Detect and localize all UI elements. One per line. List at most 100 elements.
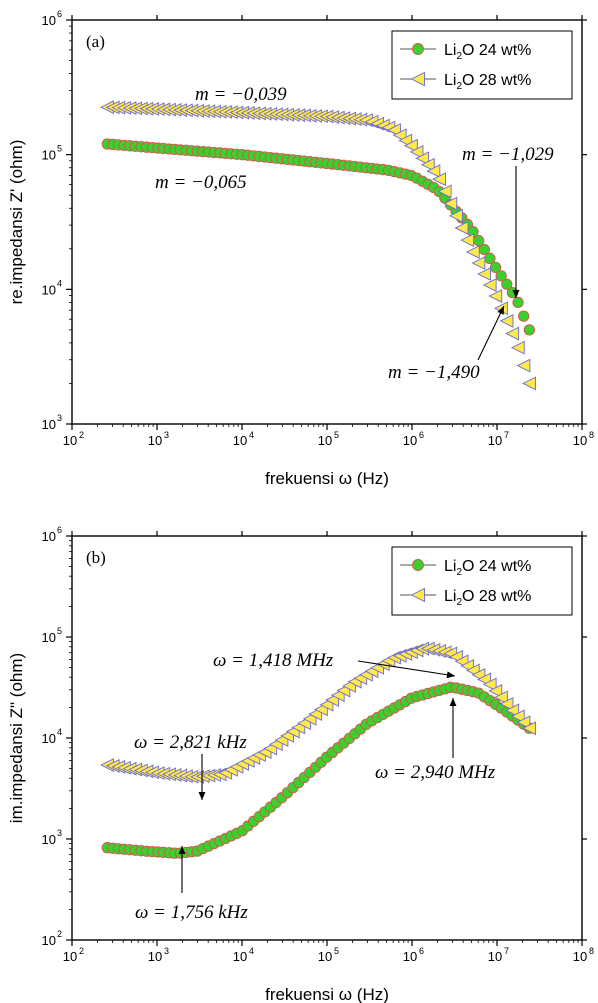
x-tick-label-exponent: 8 [589,946,594,956]
x-tick-label-exponent: 5 [334,430,339,440]
legend-marker [412,559,424,571]
x-axis-title: frekuensi ω (Hz) [265,985,389,1003]
x-tick-label: 10 [403,949,417,964]
data-point [522,376,536,391]
x-tick-label: 10 [233,433,247,448]
x-tick-label-exponent: 7 [504,430,509,440]
data-point [432,172,446,187]
y-tick-label: 10 [42,13,56,28]
x-tick-label-exponent: 7 [504,946,509,956]
legend-label: Li2O 28 wt% [444,72,531,92]
legend-marker [410,71,425,87]
x-axis-title: frekuensi ω (Hz) [265,469,389,488]
chart-panel-a: 10 2 10 3 10 4 10 5 10 6 10 7 10 810 310 410 510 6frekuen… [7,9,594,488]
legend-label: Li2O 24 wt% [444,558,531,578]
y-tick-label: 10 [42,933,56,948]
x-tick-label: 10 [318,433,332,448]
panel-label: (a) [86,32,105,51]
data-point [488,683,503,698]
data-point [499,313,514,328]
y-tick-label-exponent: 2 [57,929,62,939]
x-tick-label-exponent: 5 [334,946,339,956]
chart-panel-b: 10 2 10 3 10 4 10 5 10 6 10 7 10 810 210 310 410 510 6frek… [7,525,594,1003]
y-tick-label: 10 [42,832,56,847]
x-tick-label-exponent: 6 [419,430,424,440]
annotation-label: ω = 1,418 MHz [213,650,334,671]
legend: Li2O 24 wt% Li2O 28 wt% [391,546,573,616]
annotation-label: m = −0,065 [155,172,247,193]
data-point [522,721,536,736]
y-tick-label-exponent: 3 [57,413,62,423]
x-tick-label: 10 [63,433,77,448]
x-tick-label: 10 [573,949,587,964]
data-point [443,196,458,211]
data-point [518,310,530,322]
annotation-arrowhead [178,846,186,854]
data-point [512,296,524,309]
legend-box [391,30,573,100]
y-tick-label: 10 [42,529,56,544]
y-tick-label: 10 [42,417,56,432]
data-point [523,324,535,336]
annotation-arrow [357,660,456,677]
x-tick-label: 10 [488,949,502,964]
x-tick-label-exponent: 3 [164,430,169,440]
y-tick-label-exponent: 3 [57,828,62,838]
data-point [499,696,514,711]
series-li2o-24 [101,681,535,859]
y-tick-label-exponent: 6 [57,525,62,535]
data-point [415,151,430,166]
x-tick-label-exponent: 4 [249,430,254,440]
annotation-arrowhead [449,698,457,706]
x-tick-label-exponent: 4 [249,946,254,956]
data-point [460,233,475,248]
x-tick-label: 10 [318,949,332,964]
x-tick-label: 10 [488,433,502,448]
data-point [510,340,525,355]
y-tick-label: 10 [42,630,56,645]
annotation-label: m = −1,490 [388,362,480,383]
legend-box [391,546,573,616]
data-point [493,690,508,705]
y-tick-label: 10 [42,731,56,746]
y-axis-title: im.impedansi Z" (ohm) [7,653,26,823]
data-point [409,144,424,159]
annotation-label: ω = 2,940 MHz [375,762,496,783]
legend-label: Li2O 24 wt% [444,42,531,62]
annotation-arrow [477,305,505,361]
data-point [495,270,507,282]
annotation-label: m = −0,039 [195,84,287,105]
x-tick-label: 10 [403,433,417,448]
legend: Li2O 24 wt% Li2O 28 wt% [391,30,573,100]
y-tick-label: 10 [42,148,56,163]
series-li2o-28 [100,100,536,391]
x-tick-label: 10 [148,433,162,448]
annotation-label: ω = 2,821 kHz [134,732,247,753]
y-tick-label-exponent: 5 [57,626,62,636]
data-point [437,184,452,199]
data-point [454,221,469,235]
legend-label: Li2O 28 wt% [444,588,531,608]
annotation-arrowhead [497,306,504,315]
data-point [516,358,531,373]
data-point [482,677,497,692]
annotation-label: ω = 1,756 kHz [135,902,248,923]
y-tick-label-exponent: 6 [57,9,62,19]
data-point [501,278,513,290]
x-tick-label: 10 [233,949,247,964]
annotation-arrowhead [198,792,206,800]
y-tick-label-exponent: 4 [57,727,62,737]
x-tick-label: 10 [148,949,162,964]
data-point [448,208,463,223]
series-li2o-28 [100,641,536,784]
annotation-arrowhead [446,671,455,679]
annotation-label: m = −1,029 [462,144,554,165]
data-point [471,256,486,270]
panel-label: (b) [86,548,106,567]
legend-marker [412,43,424,55]
data-point [465,245,480,259]
data-point [505,326,520,341]
x-tick-label: 10 [63,949,77,964]
x-tick-label-exponent: 8 [589,430,594,440]
